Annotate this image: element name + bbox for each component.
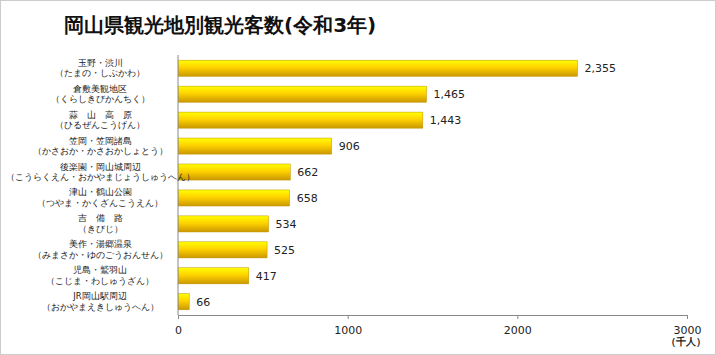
category-label-line: （ひるぜんこうげん） (55, 120, 145, 130)
title: 岡山県観光地別観光客数(令和3年) (64, 13, 376, 37)
bar (178, 112, 423, 128)
bar (178, 268, 249, 284)
data-label: 1,443 (430, 114, 462, 127)
bar (178, 60, 578, 76)
bar (178, 294, 189, 310)
bar (178, 216, 269, 232)
category-label: 倉敷美観地区（くらしきびかんちく） (51, 84, 150, 105)
tick-mark (348, 315, 349, 319)
category-label-line: （みまさか・ゆのごうおんせん） (33, 250, 168, 260)
category-label: 津山・鶴山公園（つやま・かくざんこうえん） (37, 187, 163, 208)
x-axis: 0 1000 2000 3000 (175, 315, 702, 337)
category-label-line: 吉 備 路 (78, 213, 123, 223)
category-label-line: 玉野・渋川 (78, 58, 123, 68)
bars (178, 60, 578, 310)
tick-mark (178, 315, 179, 319)
axis-line (178, 55, 179, 315)
data-label: 534 (276, 218, 297, 231)
category-label-line: （たまの・しぶかわ） (55, 68, 145, 78)
category-label: 吉 備 路（きびじ） (78, 213, 123, 234)
category-label: 美作・湯郷温泉（みまさか・ゆのごうおんせん） (33, 239, 168, 260)
bar (178, 138, 332, 154)
data-label: 417 (256, 270, 277, 283)
category-label-line: （つやま・かくざんこうえん） (37, 198, 163, 208)
category-label-line: 津山・鶴山公園 (69, 187, 132, 197)
category-labels: 玉野・渋川（たまの・しぶかわ）倉敷美観地区（くらしきびかんちく）蒜 山 高 原（… (6, 58, 195, 312)
tick-label: 1000 (334, 324, 362, 337)
data-label: 66 (196, 296, 210, 309)
tick-label: 0 (175, 324, 182, 337)
category-label: 児島・鷲羽山（こじま・わしゅうざん） (46, 265, 154, 286)
data-label: 525 (274, 244, 295, 257)
category-label: 笠岡・笠岡諸島（かさおか・かさおかしょとう） (33, 136, 168, 157)
category-label: JR岡山駅周辺（おかやまえきしゅうへん） (42, 291, 159, 312)
tick-label: 2000 (504, 324, 532, 337)
bar (178, 190, 290, 206)
tick-mark (687, 315, 688, 319)
frame (1, 1, 716, 355)
chart: 岡山県観光地別観光客数(令和3年) 2,355 1,465 1,443 906 662 65… (0, 0, 716, 355)
category-label-line: （きびじ） (78, 224, 123, 234)
data-label: 1,465 (434, 88, 466, 101)
bar (178, 86, 427, 102)
category-label-line: （こじま・わしゅうざん） (46, 276, 154, 286)
tick: 1000 (334, 315, 362, 337)
category-label-line: JR岡山駅周辺 (72, 291, 126, 301)
axis-domain (179, 316, 688, 320)
category-label-line: （くらしきびかんちく） (51, 94, 150, 104)
bar (178, 242, 267, 258)
data-label: 662 (297, 166, 318, 179)
data-label: 2,355 (585, 62, 617, 75)
category-label-line: （かさおか・かさおかしょとう） (33, 146, 168, 156)
tick-mark (517, 315, 518, 319)
data-label: 658 (297, 192, 318, 205)
tick: 2000 (504, 315, 532, 337)
axis-title: （千人） (666, 336, 706, 347)
category-label-line: 児島・鷲羽山 (73, 265, 127, 275)
category-label-line: 美作・湯郷温泉 (69, 239, 132, 249)
category-label-line: （こうらくえん・おかやまじょうしゅうへん） (6, 172, 195, 182)
category-label-line: 蒜 山 高 原 (69, 110, 132, 120)
tick: 0 (175, 315, 182, 337)
category-label-line: 倉敷美観地区 (73, 84, 127, 94)
category-label-line: 後楽園・岡山城周辺 (60, 162, 141, 172)
category-label-line: （おかやまえきしゅうへん） (42, 302, 159, 312)
category-label-line: 笠岡・笠岡諸島 (69, 136, 132, 146)
category-label: 玉野・渋川（たまの・しぶかわ） (55, 58, 145, 79)
tick: 3000 (674, 315, 702, 337)
category-label: 後楽園・岡山城周辺（こうらくえん・おかやまじょうしゅうへん） (6, 162, 195, 183)
data-label: 906 (339, 140, 360, 153)
category-label: 蒜 山 高 原（ひるぜんこうげん） (55, 110, 145, 131)
bar (178, 164, 290, 180)
